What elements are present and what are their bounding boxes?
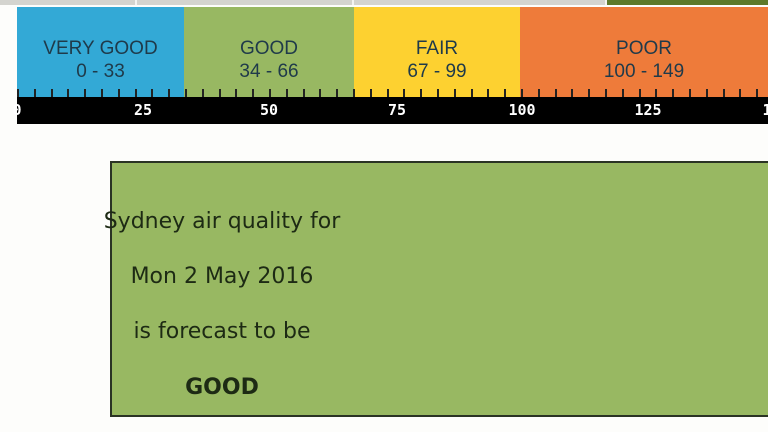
tick-label: 50 (259, 101, 279, 119)
band-range: 34 - 66 (239, 61, 299, 82)
scale-tick (521, 89, 523, 97)
scale-tick (756, 89, 758, 97)
scale-tick (353, 89, 355, 97)
scale-tick (487, 89, 489, 97)
scale-tick (605, 89, 607, 97)
scale-tick (319, 89, 321, 97)
band-good: GOOD 34 - 66 (184, 7, 354, 97)
scale-tick (706, 89, 708, 97)
tick-label: 150 (762, 101, 768, 119)
scale-tick (437, 89, 439, 97)
forecast-intro: Sydney air quality for (103, 209, 341, 234)
scale-tick (17, 89, 19, 97)
band-label: GOOD (239, 38, 299, 59)
scale-tick (403, 89, 405, 97)
band-fair: FAIR 67 - 99 (354, 7, 520, 97)
scale-tick (370, 89, 372, 97)
scale-tick (739, 89, 741, 97)
scale-tick (555, 89, 557, 97)
band-range: 100 - 149 (603, 61, 685, 82)
scale-tick (504, 89, 506, 97)
scale-tick (67, 89, 69, 97)
tick-label: 125 (634, 101, 662, 119)
band-label: FAIR (415, 38, 459, 59)
scale-tick (672, 89, 674, 97)
scale-tick (336, 89, 338, 97)
tick-label: 25 (133, 101, 153, 119)
scale-tick (34, 89, 36, 97)
scale-bar (17, 97, 768, 124)
band-very-good: VERY GOOD 0 - 33 (17, 7, 184, 97)
scale-tick (185, 89, 187, 97)
nav-separator (135, 0, 137, 5)
scale-tick (689, 89, 691, 97)
scale-tick (420, 89, 422, 97)
scale-tick (571, 89, 573, 97)
scale-tick (202, 89, 204, 97)
scale-tick (588, 89, 590, 97)
scale-tick (252, 89, 254, 97)
band-range: 67 - 99 (407, 61, 467, 82)
band-range: 0 - 33 (76, 61, 125, 82)
band-label: POOR (616, 38, 672, 59)
forecast-date: Mon 2 May 2016 (130, 264, 314, 289)
forecast-box: Sydney air quality for Mon 2 May 2016 is… (104, 161, 768, 417)
top-nav-strip (0, 0, 768, 5)
scale-tick (84, 89, 86, 97)
scale-tick (219, 89, 221, 97)
tick-label: 0 (12, 101, 22, 119)
scale-tick (118, 89, 120, 97)
scale-tick (286, 89, 288, 97)
scale-tick (723, 89, 725, 97)
scale-tick (51, 89, 53, 97)
scale-tick (303, 89, 305, 97)
tick-label: 75 (387, 101, 407, 119)
scale-tick (655, 89, 657, 97)
scale-tick (622, 89, 624, 97)
scale-tick (538, 89, 540, 97)
band-poor: POOR 100 - 149 (520, 7, 768, 97)
scale-tick (151, 89, 153, 97)
scale-tick (235, 89, 237, 97)
scale-tick (101, 89, 103, 97)
tick-label: 100 (508, 101, 536, 119)
nav-separator (605, 0, 607, 5)
forecast-phrase: is forecast to be (133, 319, 311, 344)
band-label: VERY GOOD (43, 38, 158, 59)
scale-tick (168, 89, 170, 97)
scale-tick (471, 89, 473, 97)
scale-tick (454, 89, 456, 97)
nav-active-tab[interactable] (607, 0, 768, 5)
scale-tick (387, 89, 389, 97)
scale-tick (269, 89, 271, 97)
scale-tick (639, 89, 641, 97)
nav-separator (352, 0, 354, 5)
forecast-rating: GOOD (185, 375, 259, 400)
scale-tick (135, 89, 137, 97)
